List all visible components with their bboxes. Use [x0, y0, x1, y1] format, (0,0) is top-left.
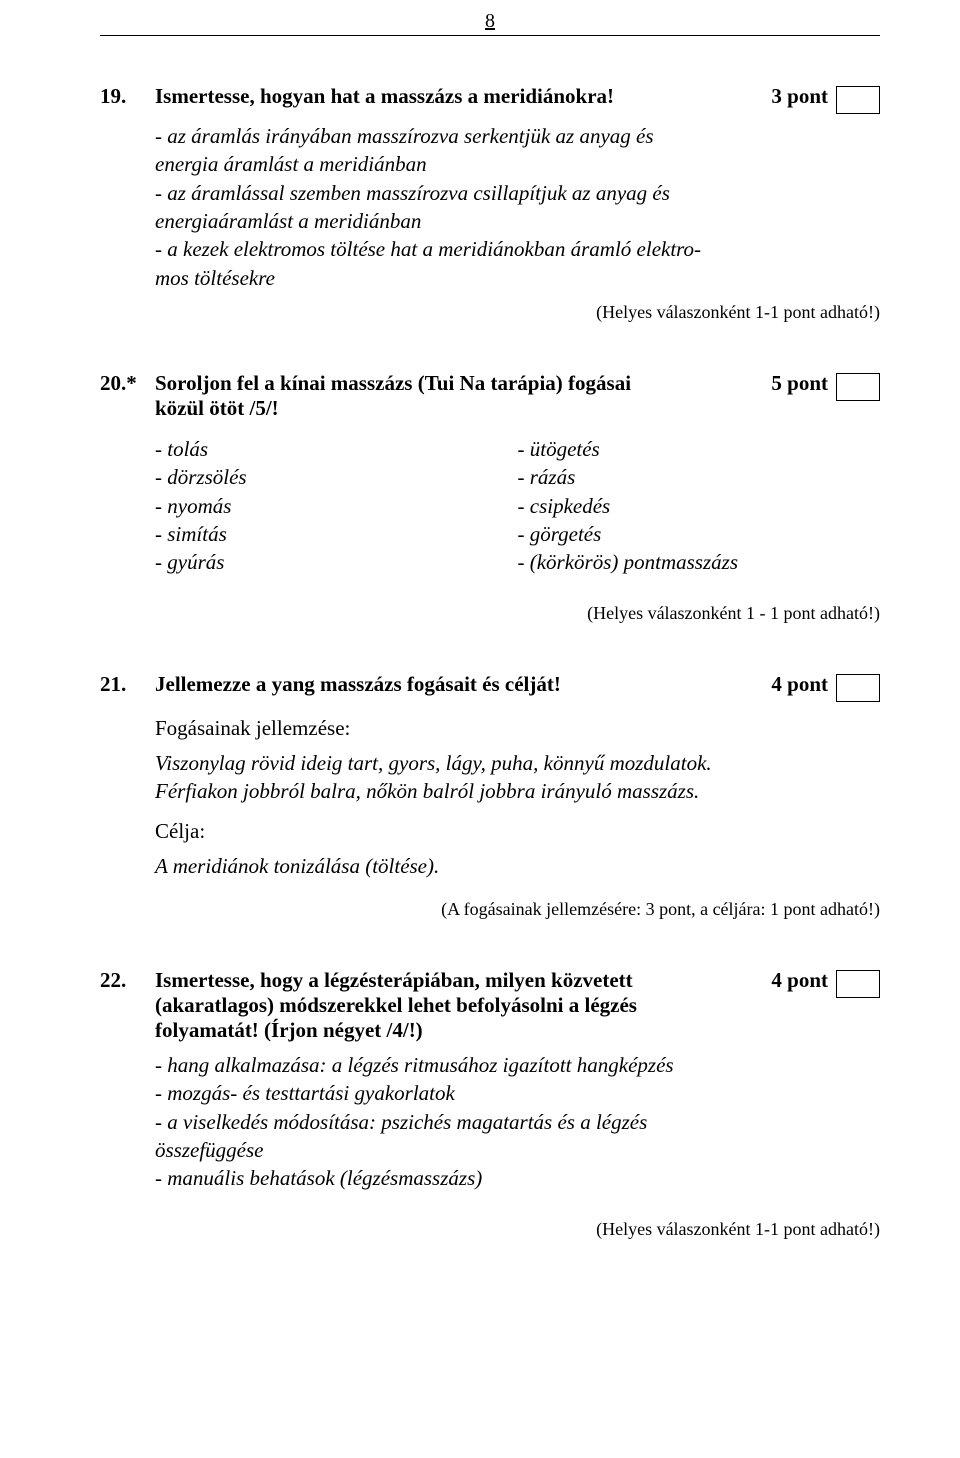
answer-line: - tolás: [155, 435, 518, 463]
question-title: Jellemezze a yang masszázs fogásait és c…: [155, 672, 748, 697]
score-box[interactable]: [836, 86, 880, 114]
answer-line: - nyomás: [155, 492, 518, 520]
title-line: (akaratlagos) módszerekkel lehet befolyá…: [155, 993, 748, 1018]
question-points: 3 pont: [748, 84, 828, 109]
score-box[interactable]: [836, 674, 880, 702]
answer-line: - csipkedés: [518, 492, 881, 520]
title-line: folyamatát! (Írjon négyet /4/!): [155, 1018, 748, 1043]
answer-line: - rázás: [518, 463, 881, 491]
answer-column-right: - ütögetés - rázás - csipkedés - görgeté…: [518, 435, 881, 577]
page-number: 8: [100, 0, 880, 36]
answer-line: Viszonylag rövid ideig tart, gyors, lágy…: [155, 749, 880, 777]
question-points: 5 pont: [748, 371, 828, 396]
question-20: 20.* Soroljon fel a kínai masszázs (Tui …: [100, 371, 880, 624]
question-22: 22. Ismertesse, hogy a légzésterápiában,…: [100, 968, 880, 1240]
answer-line: - simítás: [155, 520, 518, 548]
score-box[interactable]: [836, 970, 880, 998]
question-number: 21.: [100, 672, 155, 697]
answer-line: - (körkörös) pontmasszázs: [518, 548, 881, 576]
question-title: Soroljon fel a kínai masszázs (Tui Na ta…: [155, 371, 748, 421]
answer-column-left: - tolás - dörzsölés - nyomás - simítás -…: [155, 435, 518, 577]
question-19: 19. Ismertesse, hogyan hat a masszázs a …: [100, 84, 880, 323]
question-21: 21. Jellemezze a yang masszázs fogásait …: [100, 672, 880, 920]
scoring-note: (Helyes válaszonként 1 - 1 pont adható!): [155, 603, 880, 624]
title-line: Ismertesse, hogy a légzésterápiában, mil…: [155, 968, 748, 993]
answer-line: - dörzsölés: [155, 463, 518, 491]
answer-line: - ütögetés: [518, 435, 881, 463]
answer-line: - a viselkedés módosítása: pszichés maga…: [155, 1108, 880, 1136]
title-line: közül ötöt /5/!: [155, 396, 748, 421]
question-title: Ismertesse, hogyan hat a masszázs a meri…: [155, 84, 748, 109]
answer-line: Férfiakon jobbról balra, nőkön balról jo…: [155, 777, 880, 805]
answer-line: - az áramlással szemben masszírozva csil…: [155, 179, 880, 207]
answer-line: - gyúrás: [155, 548, 518, 576]
question-number: 20.*: [100, 371, 155, 396]
document-page: 8 19. Ismertesse, hogyan hat a masszázs …: [0, 0, 960, 1458]
question-number: 19.: [100, 84, 155, 109]
answer-line: - mozgás- és testtartási gyakorlatok: [155, 1079, 880, 1107]
answer-line: - manuális behatások (légzésmasszázs): [155, 1164, 880, 1192]
question-title: Ismertesse, hogy a légzésterápiában, mil…: [155, 968, 748, 1043]
score-box[interactable]: [836, 373, 880, 401]
answer-line: energia áramlást a meridiánban: [155, 150, 880, 178]
sub-label: Célja:: [155, 819, 880, 844]
title-line: Soroljon fel a kínai masszázs (Tui Na ta…: [155, 371, 748, 396]
answer-line: - az áramlás irányában masszírozva serke…: [155, 122, 880, 150]
sub-label: Fogásainak jellemzése:: [155, 716, 880, 741]
answer-line: összefüggése: [155, 1136, 880, 1164]
scoring-note: (A fogásainak jellemzésére: 3 pont, a cé…: [155, 899, 880, 920]
answer-line: mos töltésekre: [155, 264, 880, 292]
answer-line: - görgetés: [518, 520, 881, 548]
scoring-note: (Helyes válaszonként 1-1 pont adható!): [155, 302, 880, 323]
answer-line: energiaáramlást a meridiánban: [155, 207, 880, 235]
question-points: 4 pont: [748, 968, 828, 993]
answer-line: - a kezek elektromos töltése hat a merid…: [155, 235, 880, 263]
answer-line: - hang alkalmazása: a légzés ritmusához …: [155, 1051, 880, 1079]
scoring-note: (Helyes válaszonként 1-1 pont adható!): [155, 1219, 880, 1240]
answer-line: A meridiánok tonizálása (töltése).: [155, 852, 880, 880]
question-number: 22.: [100, 968, 155, 993]
question-points: 4 pont: [748, 672, 828, 697]
